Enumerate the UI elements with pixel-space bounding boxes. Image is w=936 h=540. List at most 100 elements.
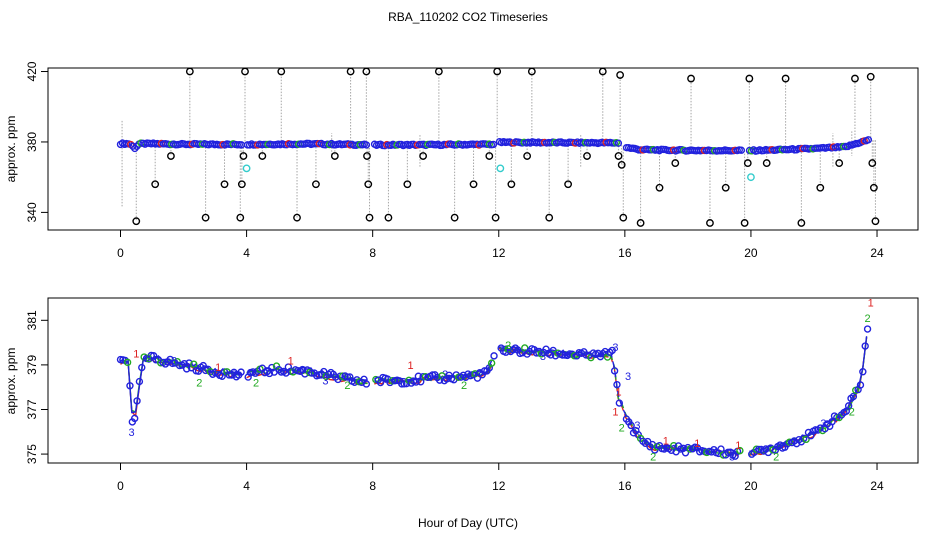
bottom-y-tick-label: 377 (25, 399, 39, 419)
top-baseline-point (614, 139, 623, 147)
bottom-x-tick-label: 0 (117, 479, 124, 493)
bottom-series-point (398, 380, 406, 388)
top-outlier-point (239, 152, 248, 160)
figure-title: RBA_110202 CO2 Timeseries (388, 10, 548, 24)
top-outlier-point (866, 72, 875, 81)
bottom-series-point (610, 367, 619, 375)
top-outlier-point (743, 159, 752, 167)
top-outlier-point (614, 152, 623, 160)
top-outlier-point (241, 67, 249, 76)
top-flagged-point (496, 164, 505, 173)
series-3-label: 3 (322, 376, 328, 388)
bottom-x-tick-label: 24 (870, 479, 884, 493)
top-outlier-point (507, 180, 516, 189)
top-outlier-point (583, 152, 591, 160)
top-outlier-point (330, 152, 339, 160)
top-outlier-point (132, 217, 141, 226)
top-outlier-point (564, 180, 573, 189)
top-outlier-point (655, 183, 664, 192)
top-flagged-points (242, 164, 755, 182)
bottom-series-point (844, 402, 853, 410)
top-outlier-point (816, 183, 825, 192)
top-outlier-point (346, 67, 355, 76)
top-x-tick-label: 20 (744, 246, 758, 260)
top-outlier-point (706, 219, 714, 227)
top-outlier-point (419, 152, 428, 160)
top-outlier-point (237, 180, 246, 189)
top-outlier-point (220, 180, 229, 189)
top-outlier-point (721, 183, 730, 192)
top-outlier-point (619, 213, 628, 222)
top-outlier-point (781, 74, 790, 83)
top-panel: 0 4 8 12 16 20 24 340 380 420 approx. ppm (4, 61, 919, 260)
series-2-label: 2 (505, 340, 511, 352)
top-outlier-point (312, 180, 320, 189)
top-y-tick-label: 340 (25, 202, 39, 222)
bottom-series-point (265, 369, 274, 378)
bottom-series-point (126, 382, 134, 390)
bottom-series-point (400, 380, 408, 388)
top-outlier-point (493, 67, 502, 76)
bottom-series-point (755, 445, 763, 454)
bottom-series-point (608, 346, 616, 355)
series-3-label: 3 (625, 371, 631, 383)
bottom-series-point (615, 399, 624, 407)
top-y-axis-label: approx. ppm (4, 116, 18, 183)
bottom-series-point (717, 445, 725, 453)
bottom-series-point (343, 373, 352, 381)
bottom-x-tick-label: 12 (492, 479, 506, 493)
top-baseline-point (489, 140, 498, 149)
series-1-label: 1 (407, 360, 413, 372)
bottom-plot-frame (47, 297, 919, 464)
top-outlier-point (201, 213, 210, 222)
top-outlier-point (835, 159, 844, 167)
top-outlier-point (363, 152, 371, 160)
bottom-x-tick-label: 16 (618, 479, 632, 493)
bottom-series-point (130, 414, 139, 423)
series-3-label: 3 (612, 342, 618, 354)
top-outlier-point (527, 67, 536, 76)
series-1-label: 1 (694, 438, 700, 450)
top-outlier-point (151, 180, 160, 189)
top-outlier-point (491, 213, 500, 222)
top-outlier-point (851, 74, 859, 83)
top-spike-lines (121, 71, 876, 223)
top-x-tick-label: 8 (369, 246, 376, 260)
bottom-y-axis: 375 377 379 381 (25, 310, 48, 464)
top-x-axis: 0 4 8 12 16 20 24 (117, 230, 884, 260)
bottom-series-points (116, 325, 872, 460)
bottom-y-tick-label: 379 (25, 355, 39, 375)
bottom-series-point (362, 380, 371, 388)
top-plot-frame (47, 67, 919, 231)
top-outlier-point (740, 219, 749, 227)
top-outlier-point (277, 67, 286, 76)
bottom-series-point (487, 359, 496, 367)
top-outlier-point (616, 71, 625, 79)
series-2-label: 2 (849, 407, 855, 419)
bottom-y-axis-label: approx. ppm (4, 348, 18, 415)
bottom-series-point (859, 368, 867, 376)
series-3-label: 3 (171, 355, 177, 367)
top-outlier-point (523, 152, 532, 160)
bottom-series-point (532, 349, 541, 357)
top-outlier-point (671, 159, 680, 167)
top-outlier-point (384, 213, 393, 222)
top-baseline-point (864, 136, 873, 144)
top-outlier-point (797, 219, 806, 227)
series-1-label: 1 (663, 436, 669, 448)
series-2-label: 2 (344, 380, 350, 392)
top-outlier-point (598, 67, 607, 76)
bottom-series-point (336, 372, 345, 380)
top-outlier-point (545, 213, 554, 222)
bottom-series-point (627, 421, 635, 430)
series-1-label: 1 (215, 362, 221, 374)
top-outlier-point (365, 213, 374, 222)
series-1-label: 1 (868, 297, 874, 309)
top-x-tick-label: 24 (870, 246, 884, 260)
bottom-series-point (856, 381, 865, 389)
series-2-label: 2 (650, 451, 656, 463)
top-baseline-points (116, 136, 873, 155)
top-x-tick-label: 12 (492, 246, 506, 260)
